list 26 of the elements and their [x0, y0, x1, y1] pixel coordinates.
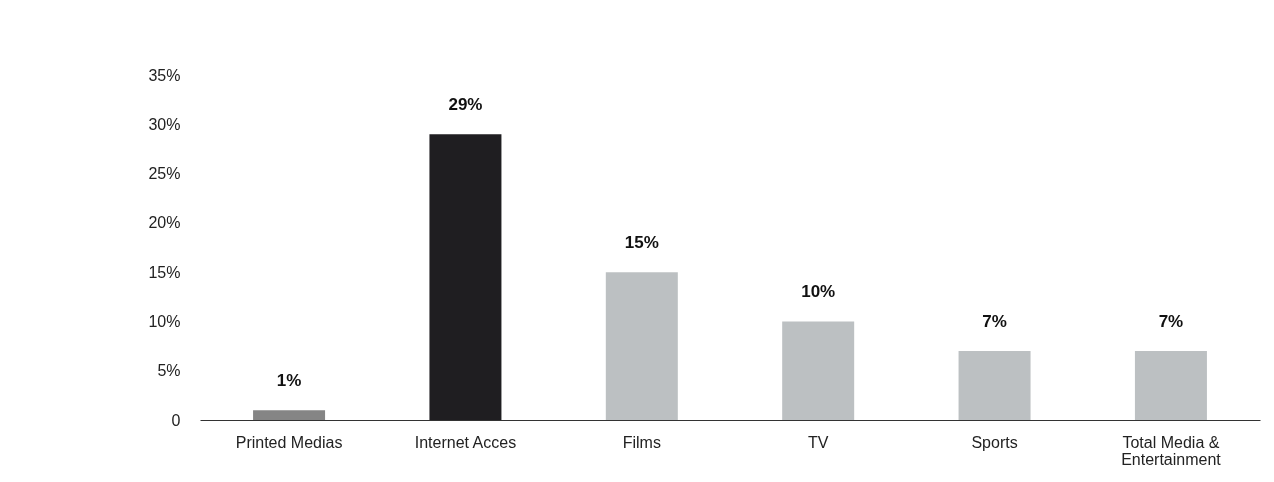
y-tick-label: 15%: [148, 263, 181, 281]
x-tick-label: TV: [807, 433, 829, 451]
y-tick-label: 35%: [148, 66, 181, 84]
data-label: 29%: [448, 95, 483, 115]
y-tick-label: 30%: [148, 115, 181, 133]
y-tick-label: 25%: [148, 165, 181, 183]
y-tick-label: 5%: [157, 362, 181, 380]
bar: [253, 410, 326, 420]
x-tick-label: Printed Medias: [235, 433, 343, 451]
x-tick-label: Films: [622, 433, 661, 451]
data-label: 1%: [276, 371, 302, 391]
bar: [605, 272, 678, 420]
x-tick-label: Internet Acces: [414, 433, 517, 451]
data-label: 7%: [982, 312, 1007, 331]
bar: [958, 351, 1031, 420]
y-tick-label: 0: [171, 411, 181, 429]
x-tick-label: Sports: [971, 433, 1018, 451]
data-label: 15%: [624, 233, 659, 253]
bar: [782, 321, 855, 420]
bar: [429, 134, 502, 420]
data-label: 7%: [1158, 312, 1184, 331]
bar: [1134, 351, 1207, 420]
data-label: 10%: [801, 282, 836, 302]
y-tick-label: 10%: [148, 312, 181, 330]
x-tick-label: Total Media & Entertainment: [1121, 433, 1222, 468]
y-tick-label: 20%: [148, 214, 181, 232]
